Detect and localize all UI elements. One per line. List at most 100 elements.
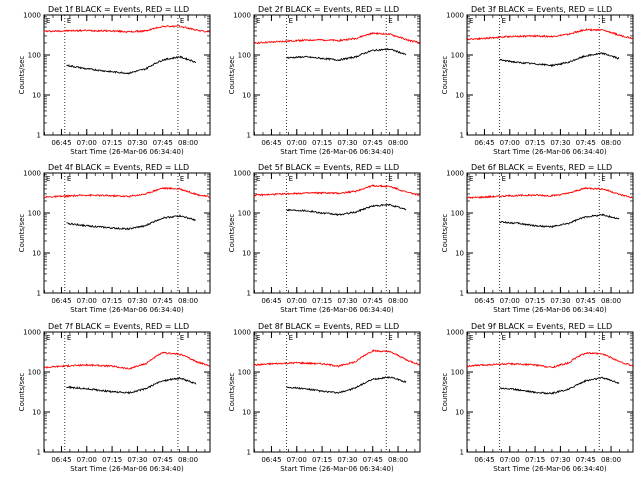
x-tick-label: 07:45 bbox=[576, 139, 596, 147]
x-axis-label: Start Time (26-Mar-06 06:34:40) bbox=[280, 465, 394, 473]
x-axis-label: Start Time (26-Mar-06 06:34:40) bbox=[280, 306, 394, 314]
event-marker-label: E bbox=[502, 17, 506, 25]
panel-det-7: Det 7f BLACK = Events, RED = LLD 1 10 100 10… bbox=[18, 322, 211, 473]
y-tick-label: 100 bbox=[28, 210, 41, 218]
y-tick-label: 1000 bbox=[233, 329, 251, 337]
event-marker-label: E bbox=[180, 175, 184, 183]
panel-title: Det 7f BLACK = Events, RED = LLD bbox=[48, 322, 189, 331]
y-tick-label: 1 bbox=[37, 449, 41, 457]
y-axis-label: Counts/sec bbox=[441, 214, 449, 253]
y-tick-label: 1000 bbox=[446, 329, 464, 337]
event-marker-label: E bbox=[256, 17, 260, 25]
x-tick-label: 07:15 bbox=[525, 456, 545, 464]
series-line-lld bbox=[43, 25, 210, 34]
y-tick-label: 1000 bbox=[446, 12, 464, 20]
panel-title: Det 6f BLACK = Events, RED = LLD bbox=[471, 163, 612, 172]
y-tick-label: 10 bbox=[242, 409, 251, 417]
x-axis-label: Start Time (26-Mar-06 06:34:40) bbox=[493, 306, 607, 314]
y-tick-label: 10 bbox=[32, 409, 41, 417]
series-line-lld bbox=[466, 351, 633, 369]
series-line-events bbox=[66, 376, 197, 395]
event-marker-label: E bbox=[388, 17, 392, 25]
x-tick-label: 07:00 bbox=[287, 139, 307, 147]
panel-det-5: Det 5f BLACK = Events, RED = LLD 1 10 100 10… bbox=[228, 163, 421, 314]
event-marker-label: E bbox=[469, 175, 473, 183]
y-tick-label: 100 bbox=[451, 52, 464, 60]
x-tick-label: 07:00 bbox=[287, 456, 307, 464]
x-tick-label: 06:45 bbox=[51, 297, 71, 305]
event-marker-label: E bbox=[388, 334, 392, 342]
plot-frame bbox=[253, 172, 421, 294]
y-axis-label: Counts/sec bbox=[441, 373, 449, 412]
y-tick-label: 1 bbox=[37, 290, 41, 298]
x-tick-label: 07:15 bbox=[312, 139, 332, 147]
x-tick-label: 06:45 bbox=[51, 456, 71, 464]
event-marker-label: E bbox=[180, 17, 184, 25]
panel-title: Det 3f BLACK = Events, RED = LLD bbox=[471, 5, 612, 14]
series-line-lld bbox=[253, 349, 420, 368]
panel-det-2: Det 2f BLACK = Events, RED = LLD 1 10 100 10… bbox=[228, 5, 421, 156]
y-axis-label: Counts/sec bbox=[228, 56, 236, 95]
y-tick-label: 10 bbox=[455, 92, 464, 100]
x-tick-label: 08:00 bbox=[601, 139, 621, 147]
x-tick-label: 07:15 bbox=[102, 456, 122, 464]
x-axis-label: Start Time (26-Mar-06 06:34:40) bbox=[70, 465, 184, 473]
x-tick-label: 07:30 bbox=[550, 139, 570, 147]
y-tick-label: 1 bbox=[460, 449, 464, 457]
x-tick-label: 08:00 bbox=[601, 456, 621, 464]
y-tick-label: 1000 bbox=[23, 170, 41, 178]
x-tick-label: 07:30 bbox=[127, 456, 147, 464]
x-tick-label: 07:15 bbox=[525, 297, 545, 305]
x-tick-label: 07:00 bbox=[77, 297, 97, 305]
y-tick-label: 100 bbox=[451, 210, 464, 218]
panel-det-3: Det 3f BLACK = Events, RED = LLD 1 10 100 10… bbox=[441, 5, 634, 156]
event-marker-label: E bbox=[469, 334, 473, 342]
y-tick-label: 10 bbox=[32, 250, 41, 258]
series-line-lld bbox=[253, 31, 420, 45]
x-tick-label: 07:45 bbox=[363, 139, 383, 147]
x-tick-label: 07:45 bbox=[363, 456, 383, 464]
y-axis-label: Counts/sec bbox=[228, 214, 236, 253]
series-line-events bbox=[286, 376, 407, 394]
series-line-lld bbox=[43, 186, 210, 199]
x-tick-label: 07:45 bbox=[576, 456, 596, 464]
y-axis-label: Counts/sec bbox=[18, 214, 26, 253]
y-tick-label: 10 bbox=[32, 92, 41, 100]
y-tick-label: 10 bbox=[455, 409, 464, 417]
event-marker-label: E bbox=[289, 334, 293, 342]
plot-frame bbox=[466, 14, 634, 136]
x-tick-label: 06:45 bbox=[474, 456, 494, 464]
y-tick-label: 100 bbox=[28, 52, 41, 60]
x-tick-label: 07:30 bbox=[127, 139, 147, 147]
y-tick-label: 100 bbox=[28, 369, 41, 377]
panel-title: Det 9f BLACK = Events, RED = LLD bbox=[471, 322, 612, 331]
x-tick-label: 07:30 bbox=[337, 456, 357, 464]
y-tick-label: 1 bbox=[460, 132, 464, 140]
event-marker-label: E bbox=[601, 175, 605, 183]
event-marker-label: E bbox=[46, 17, 50, 25]
panel-title: Det 4f BLACK = Events, RED = LLD bbox=[48, 163, 189, 172]
y-tick-label: 100 bbox=[238, 369, 251, 377]
y-tick-label: 100 bbox=[238, 52, 251, 60]
panel-title: Det 1f BLACK = Events, RED = LLD bbox=[48, 5, 189, 14]
panel-title: Det 2f BLACK = Events, RED = LLD bbox=[258, 5, 399, 14]
plot-frame bbox=[466, 172, 634, 294]
x-tick-label: 07:00 bbox=[500, 297, 520, 305]
x-tick-label: 06:45 bbox=[51, 139, 71, 147]
panel-title: Det 5f BLACK = Events, RED = LLD bbox=[258, 163, 399, 172]
x-tick-label: 06:45 bbox=[474, 297, 494, 305]
x-tick-label: 07:00 bbox=[287, 297, 307, 305]
panel-det-8: Det 8f BLACK = Events, RED = LLD 1 10 100 10… bbox=[228, 322, 421, 473]
x-tick-label: 08:00 bbox=[178, 139, 198, 147]
event-marker-label: E bbox=[67, 175, 71, 183]
x-tick-label: 07:30 bbox=[337, 297, 357, 305]
x-axis-label: Start Time (26-Mar-06 06:34:40) bbox=[70, 306, 184, 314]
x-tick-label: 08:00 bbox=[178, 297, 198, 305]
panel-title: Det 8f BLACK = Events, RED = LLD bbox=[258, 322, 399, 331]
x-tick-label: 07:15 bbox=[102, 139, 122, 147]
y-tick-label: 1 bbox=[37, 132, 41, 140]
y-tick-label: 10 bbox=[242, 92, 251, 100]
series-line-lld bbox=[43, 351, 210, 370]
series-line-events bbox=[286, 203, 407, 217]
